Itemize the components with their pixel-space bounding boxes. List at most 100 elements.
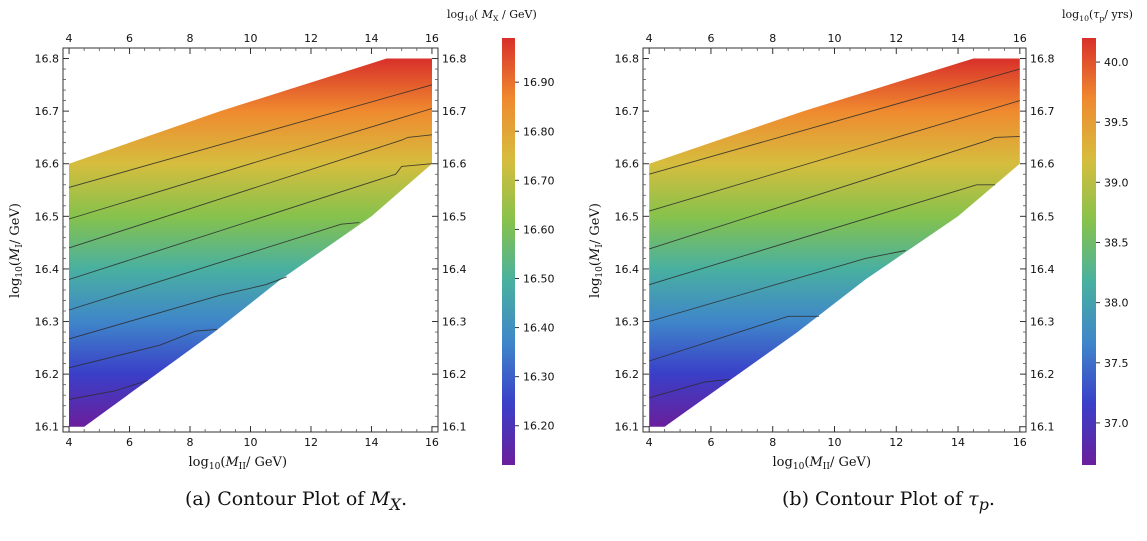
colorbar-tick-label: 37.5: [1104, 357, 1129, 370]
colorbar-a: [502, 38, 515, 465]
contour-line-a-6: [68, 328, 218, 369]
colorbar-title-a: log10( MX / GeV): [447, 8, 537, 23]
contour-line-a-2: [68, 134, 433, 249]
y-tick-label-left: 16.1: [615, 421, 640, 434]
colorbar-tick-label: 39.0: [1104, 176, 1129, 189]
x-tick-label-bottom: 12: [889, 436, 903, 449]
y-axis-label-b: log10(MI/ GeV): [588, 203, 605, 298]
x-axis-label-a: log10(MII/ GeV): [189, 455, 288, 472]
contour-line-a-1: [68, 108, 433, 220]
contour-line-a-5: [68, 276, 287, 340]
caption-a-suffix: .: [401, 488, 408, 510]
contour-line-a-4: [68, 222, 360, 311]
x-tick-label-bottom: 10: [828, 436, 842, 449]
x-tick-label-bottom: 10: [244, 436, 258, 449]
x-tick-label-bottom: 16: [1013, 436, 1027, 449]
caption-a: (a) Contour Plot of MX.: [185, 488, 407, 514]
x-tick-label-bottom: 8: [187, 436, 194, 449]
x-tick-label-top: 8: [187, 32, 194, 45]
y-tick-label-left: 16.1: [35, 421, 60, 434]
contour-line-a-3: [68, 163, 433, 280]
y-tick-label-left: 16.3: [35, 316, 60, 329]
caption-b-math: τ: [968, 488, 979, 510]
x-tick-label-top: 10: [828, 32, 842, 45]
x-tick-label-bottom: 12: [304, 436, 318, 449]
colorbar-tick-label: 16.40: [523, 322, 555, 335]
colorbar-tick-label: 16.70: [523, 174, 555, 187]
x-tick-label-bottom: 4: [66, 436, 73, 449]
colorbar-tick-label: 16.50: [523, 272, 555, 285]
x-tick-label-bottom: 6: [126, 436, 133, 449]
y-tick-label-right: 16.8: [1030, 53, 1055, 66]
y-tick-label-right: 16.7: [442, 105, 467, 118]
x-tick-label-bottom: 14: [364, 436, 378, 449]
contour-region-a: [69, 58, 432, 427]
contour-line-b-2: [649, 135, 1020, 250]
caption-b-math-sub: p: [978, 494, 989, 514]
colorbar-tick-label: 38.5: [1104, 236, 1129, 249]
colorbar-tick-label: 16.30: [523, 371, 555, 384]
x-tick-label-top: 6: [126, 32, 133, 45]
x-tick-label-top: 4: [646, 32, 653, 45]
y-tick-label-right: 16.4: [442, 263, 467, 276]
colorbar-tick-label: 39.5: [1104, 116, 1129, 129]
y-tick-label-right: 16.7: [1030, 105, 1055, 118]
y-tick-label-left: 16.8: [35, 53, 60, 66]
x-tick-label-top: 12: [304, 32, 318, 45]
y-tick-label-right: 16.3: [442, 316, 467, 329]
contour-line-a-0: [68, 84, 433, 188]
y-tick-label-right: 16.2: [442, 368, 467, 381]
y-tick-label-left: 16.6: [35, 158, 60, 171]
x-tick-label-bottom: 8: [769, 436, 776, 449]
colorbar-b: [1082, 38, 1096, 465]
x-tick-label-bottom: 6: [707, 436, 714, 449]
y-tick-label-left: 16.8: [615, 53, 640, 66]
x-axis-label-b: log10(MII/ GeV): [773, 455, 872, 472]
y-tick-label-left: 16.4: [615, 263, 640, 276]
contour-line-a-7: [68, 379, 148, 400]
y-axis-label-a: log10(MI/ GeV): [8, 203, 25, 298]
x-tick-label-top: 16: [425, 32, 439, 45]
x-tick-label-top: 14: [364, 32, 378, 45]
x-tick-label-bottom: 4: [646, 436, 653, 449]
y-tick-label-right: 16.6: [1030, 158, 1055, 171]
colorbar-title-b: log10(τp/ yrs): [1062, 8, 1133, 23]
colorbar-tick-label: 40.0: [1104, 56, 1129, 69]
y-tick-label-right: 16.5: [1030, 210, 1055, 223]
x-tick-label-top: 6: [707, 32, 714, 45]
y-tick-label-left: 16.4: [35, 263, 60, 276]
caption-a-prefix: (a) Contour Plot of: [185, 488, 371, 510]
x-tick-label-top: 14: [951, 32, 965, 45]
y-tick-label-right: 16.6: [442, 158, 467, 171]
y-tick-label-right: 16.2: [1030, 368, 1055, 381]
y-tick-label-left: 16.6: [615, 158, 640, 171]
contour-line-b-4: [649, 250, 906, 322]
colorbar-tick-label: 16.60: [523, 223, 555, 236]
y-tick-label-left: 16.5: [615, 210, 640, 223]
y-tick-label-right: 16.1: [442, 421, 467, 434]
colorbar-tick-label: 16.90: [523, 76, 555, 89]
colorbar-tick-label: 37.0: [1104, 417, 1129, 430]
contour-line-b-6: [649, 378, 730, 399]
caption-b-suffix: .: [988, 488, 995, 510]
x-tick-label-top: 12: [889, 32, 903, 45]
y-tick-label-left: 16.7: [35, 105, 60, 118]
caption-b: (b) Contour Plot of τp.: [782, 488, 995, 514]
x-tick-label-top: 4: [66, 32, 73, 45]
x-tick-label-top: 8: [769, 32, 776, 45]
y-tick-label-left: 16.5: [35, 210, 60, 223]
contour-region-b: [649, 58, 1020, 427]
contour-line-b-0: [649, 68, 1020, 175]
colorbar-tick-label: 38.0: [1104, 297, 1129, 310]
caption-a-math-sub: X: [389, 494, 402, 514]
contour-line-b-3: [649, 184, 996, 286]
y-tick-label-left: 16.2: [615, 368, 640, 381]
colorbar-tick-label: 16.80: [523, 125, 555, 138]
y-tick-label-right: 16.4: [1030, 263, 1055, 276]
x-tick-label-top: 16: [1013, 32, 1027, 45]
y-tick-label-left: 16.3: [615, 316, 640, 329]
y-tick-label-left: 16.2: [35, 368, 60, 381]
y-tick-label-right: 16.8: [442, 53, 467, 66]
